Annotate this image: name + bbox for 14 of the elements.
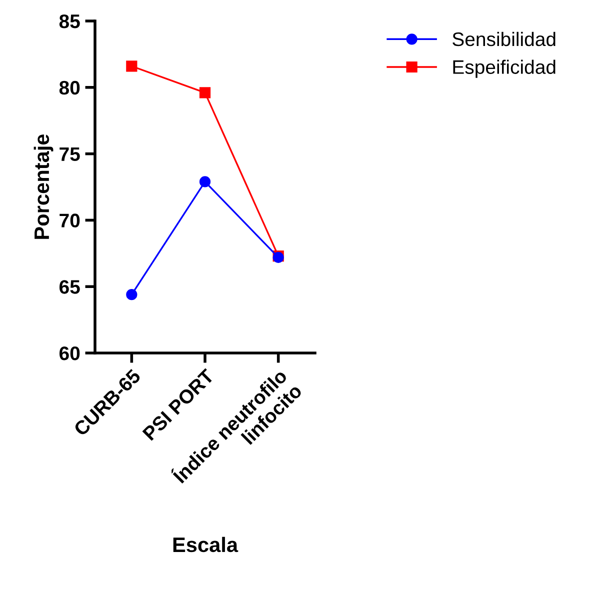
y-tick-label: 80: [59, 80, 80, 95]
y-tick-label: 70: [60, 214, 80, 228]
y-tick-label: 60: [60, 346, 80, 360]
y-tick-label: 65: [60, 280, 80, 294]
legend-label: Espeificidad: [453, 60, 556, 78]
legend-label: Sensibilidad: [452, 32, 556, 46]
y-tick-label: 75: [60, 147, 80, 162]
point: [199, 176, 211, 188]
point: [126, 289, 138, 300]
x-axis-title: Escala: [173, 536, 238, 552]
point: [126, 60, 138, 72]
point: [199, 87, 211, 98]
y-axis-title: Porcentaje: [34, 134, 54, 239]
y-tick-label: 85: [59, 14, 80, 28]
